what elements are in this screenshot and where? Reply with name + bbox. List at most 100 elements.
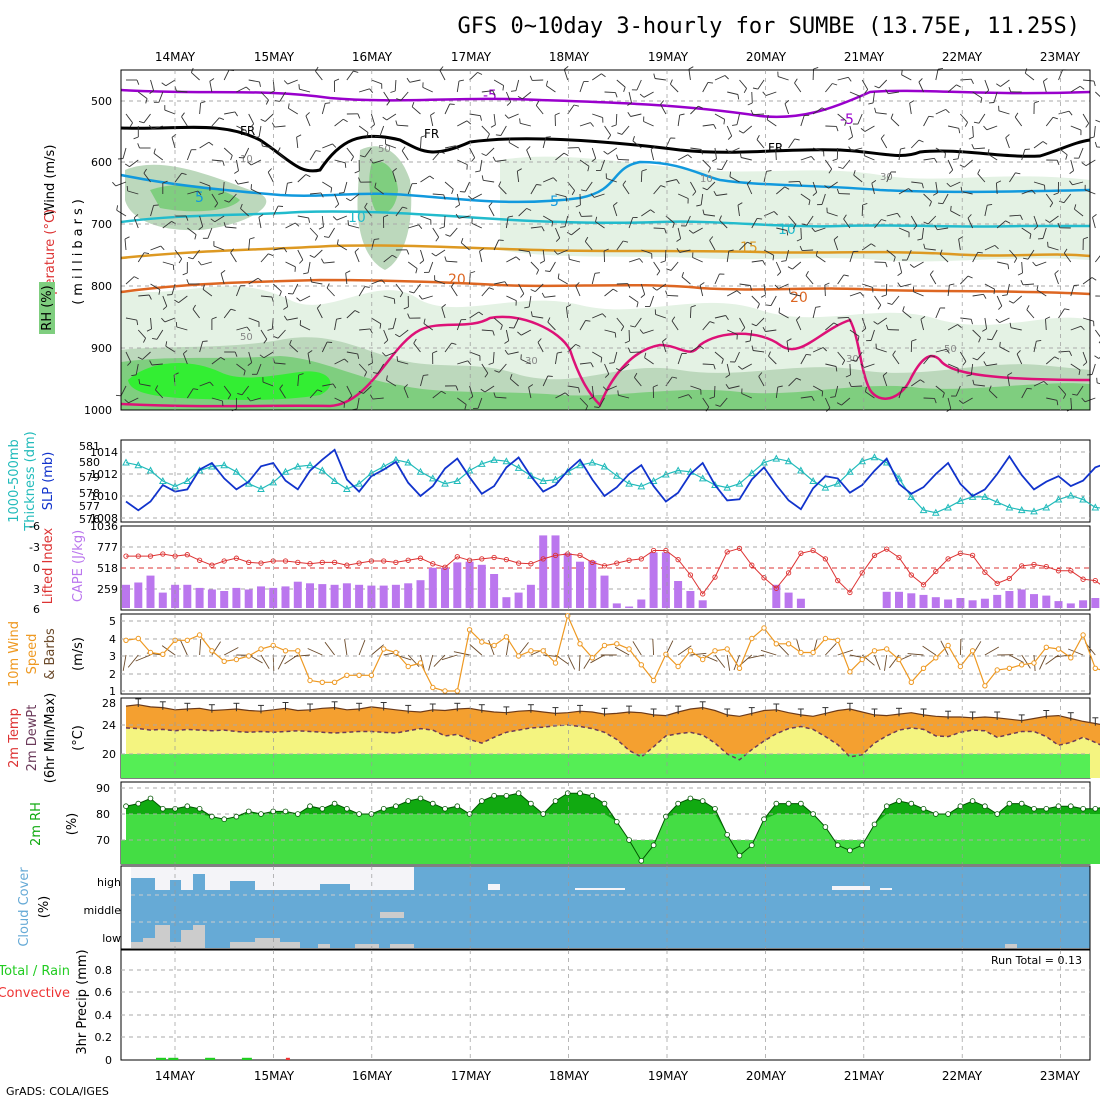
wind10m-barb xyxy=(984,646,1000,656)
wind-barb xyxy=(356,397,360,409)
wind-barb xyxy=(506,295,517,302)
li-point xyxy=(417,555,424,561)
rh2m-point xyxy=(344,805,350,812)
wind-barb-flag xyxy=(354,170,360,174)
li-point xyxy=(614,560,620,566)
wind-barb-flag xyxy=(652,286,658,291)
wind-barb-flag xyxy=(451,189,454,195)
wind-barb xyxy=(143,113,151,124)
wind10m-point xyxy=(675,663,681,670)
wind-barb-flag xyxy=(451,342,457,345)
wind10m-barb xyxy=(889,654,900,669)
wind-barb-flag xyxy=(737,202,743,206)
rh2m-point xyxy=(859,842,865,848)
wind-barb-flag xyxy=(138,378,141,384)
wind-barb xyxy=(719,397,728,407)
wind10m-point xyxy=(491,642,497,649)
cloud-low-patch xyxy=(318,944,330,948)
thickness-point xyxy=(477,459,486,467)
wind-barb-flag xyxy=(555,237,561,242)
wind-barb-flag xyxy=(393,298,396,304)
wind-barb xyxy=(182,353,188,365)
wind-barb xyxy=(492,351,495,364)
wind-barb xyxy=(1072,181,1084,186)
wind10m-point xyxy=(540,648,546,654)
wind-barb xyxy=(535,105,544,115)
wind-barb-flag xyxy=(418,295,423,300)
rh2m-point xyxy=(245,808,252,815)
thickness-markers xyxy=(122,453,1100,516)
wind-barb xyxy=(411,106,421,115)
wind-barb-flag xyxy=(1052,116,1058,120)
wind10m-barb xyxy=(199,638,202,656)
wind-barb-flag xyxy=(259,81,261,87)
wind-barb xyxy=(777,76,789,81)
wind-barb-flag xyxy=(210,218,216,223)
wind-barb xyxy=(435,249,446,257)
wind-barb-flag xyxy=(181,172,187,176)
cape-bar xyxy=(1030,594,1038,608)
li-point xyxy=(430,561,436,567)
precip-tick: 0.6 xyxy=(95,986,113,999)
wind-barb-flag xyxy=(289,339,292,345)
cape-bar xyxy=(796,598,805,608)
wind-barb-flag xyxy=(277,147,281,153)
wind-barb-flag xyxy=(811,396,815,402)
wind-barb-flag xyxy=(624,340,630,344)
wind-barb-flag xyxy=(972,357,978,361)
wind-barb xyxy=(643,121,654,127)
wind-barb-flag xyxy=(396,98,402,101)
contour-label: 10 xyxy=(700,174,713,185)
wind-barb xyxy=(272,205,279,217)
wind-barb-flag xyxy=(1078,369,1081,375)
wind-barb-flag xyxy=(679,113,685,116)
wind-barb xyxy=(413,283,421,294)
wind-barb xyxy=(714,147,717,159)
wind-barb xyxy=(913,291,924,297)
wind-barb-flag xyxy=(716,168,722,171)
wind10m-markers xyxy=(123,613,1099,694)
thickness-point xyxy=(306,461,314,469)
wind10m-point xyxy=(871,648,878,654)
rh2m-point xyxy=(454,803,461,809)
cloud-low-patch xyxy=(355,944,379,948)
wind-barb xyxy=(795,319,802,331)
wind-barb xyxy=(322,383,334,387)
wind-barb xyxy=(947,397,952,409)
pressure-tick: 700 xyxy=(91,218,112,231)
wind-barb-flag xyxy=(370,124,375,128)
thickness-point xyxy=(551,475,560,483)
rh-tick: 70 xyxy=(96,834,110,847)
wind-barb-flag xyxy=(468,195,473,200)
wind-barb-flag xyxy=(870,243,876,247)
wind-barb xyxy=(220,273,225,285)
wind-barb xyxy=(243,147,250,159)
contour-label: 50 xyxy=(240,332,253,343)
cape-bar xyxy=(551,535,560,608)
wind-barb-flag xyxy=(296,134,302,138)
wind-barb-flag xyxy=(325,102,331,104)
wind-barb xyxy=(1094,255,1100,263)
li-point xyxy=(552,552,559,559)
wind-barb-flag xyxy=(182,272,188,276)
wind-barb xyxy=(186,388,194,399)
wind-barb xyxy=(241,385,250,396)
isotherm-minus5 xyxy=(120,88,1091,119)
rh2m-point xyxy=(466,811,473,817)
wind-barb xyxy=(1076,385,1084,396)
wind-barb-flag xyxy=(1007,372,1013,376)
wind-barb-flag xyxy=(1005,134,1010,139)
wind-barb xyxy=(469,311,480,319)
li-tick: 3 xyxy=(33,583,40,596)
day-gridlines xyxy=(174,70,1061,1060)
wind-barb-flag xyxy=(403,306,409,310)
wind10m-barb xyxy=(690,652,707,656)
wind-barb-flag xyxy=(537,338,542,343)
rh2m-point xyxy=(748,842,755,848)
wind-barb-flag xyxy=(653,384,658,388)
wind-barb-flag xyxy=(530,311,533,317)
wind-barb-flag xyxy=(364,202,368,208)
wind-barb xyxy=(420,375,424,387)
wind-barb-flag xyxy=(1073,204,1077,210)
wind-barb-flag xyxy=(751,345,754,351)
